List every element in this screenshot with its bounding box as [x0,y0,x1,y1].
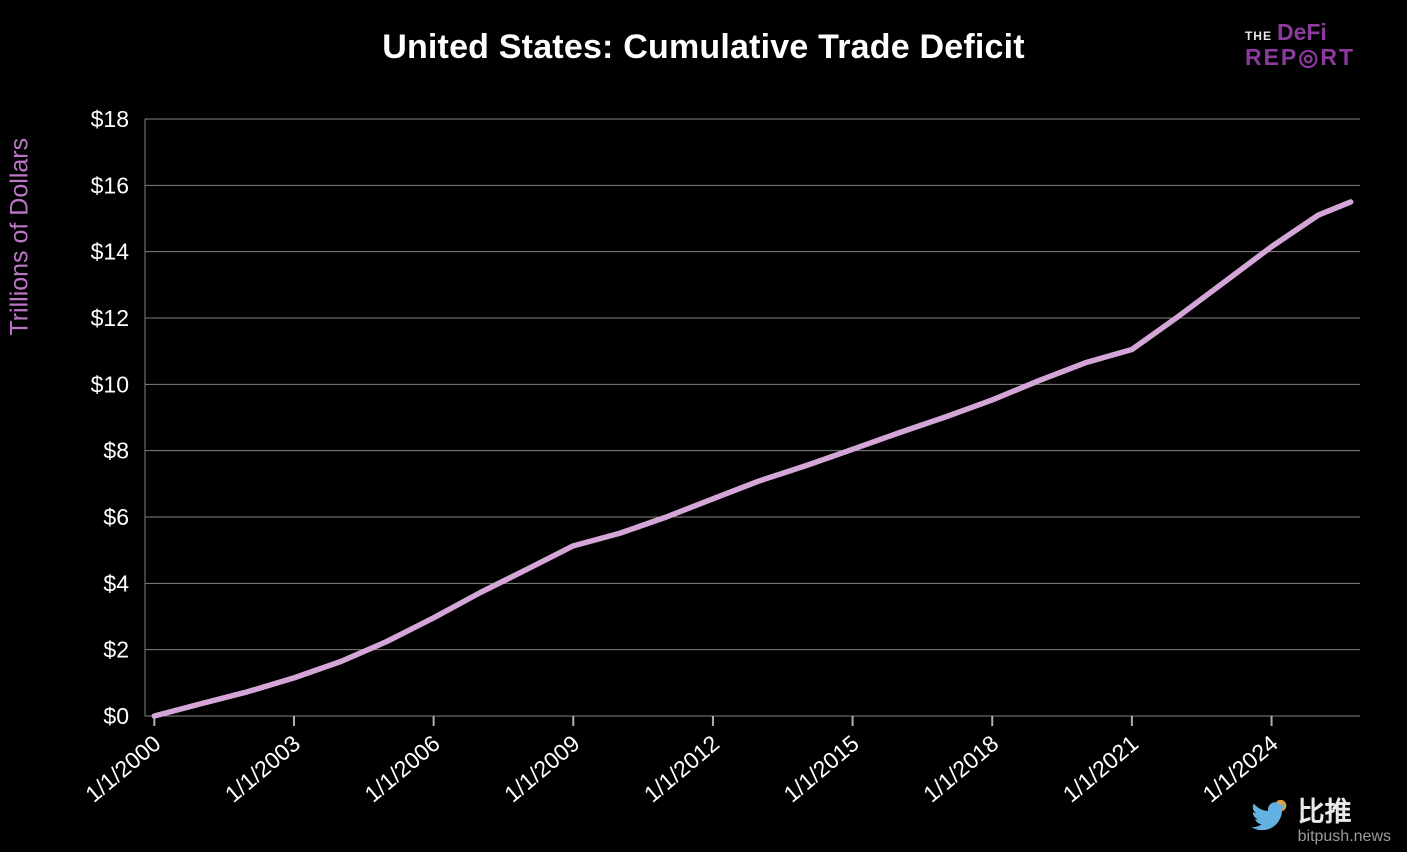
svg-text:$8: $8 [103,438,129,464]
svg-text:$2: $2 [103,637,129,663]
svg-text:1/1/2015: 1/1/2015 [779,730,864,807]
svg-text:$14: $14 [91,239,130,265]
svg-text:$4: $4 [103,570,129,596]
svg-text:$16: $16 [91,172,129,198]
bitpush-bird-icon [1250,799,1286,830]
svg-text:$6: $6 [103,504,129,530]
svg-text:1/1/2018: 1/1/2018 [918,730,1003,807]
svg-text:1/1/2003: 1/1/2003 [220,730,305,807]
svg-text:$0: $0 [103,703,129,729]
svg-text:1/1/2000: 1/1/2000 [80,730,165,807]
logo-line-1: THE DeFi [1244,20,1327,44]
bitpush-domain: bitpush.news [1297,828,1391,845]
defi-report-logo: THE DeFi REP◎RT [1245,20,1355,69]
bitpush-name: 比推 [1297,796,1352,827]
x-axis-ticks [153,716,1273,726]
svg-text:1/1/2009: 1/1/2009 [499,730,584,807]
gridlines [145,118,1360,717]
bitpush-watermark: 比推 bitpush.news [1246,796,1391,846]
logo-the: THE [1244,29,1272,43]
y-axis-labels: $0 $2 $4 $6 $8 $10 $12 $14 $16 $18 [91,106,130,729]
chart-title: United States: Cumulative Trade Deficit [382,28,1025,66]
svg-text:1/1/2012: 1/1/2012 [639,730,724,807]
svg-text:1/1/2006: 1/1/2006 [360,730,445,807]
svg-text:$18: $18 [91,106,129,132]
svg-text:1/1/2021: 1/1/2021 [1058,730,1143,807]
svg-text:1/1/2024: 1/1/2024 [1197,730,1282,808]
x-axis-labels: 1/1/2000 1/1/2003 1/1/2006 1/1/2009 1/1/2012… [80,730,1283,808]
svg-text:$10: $10 [91,371,129,397]
svg-text:$12: $12 [91,305,129,331]
deficit-line [151,199,1354,719]
logo-report: REP◎RT [1244,43,1355,70]
bitpush-watermark-text: 比推 bitpush.news [1297,796,1391,846]
logo-defi: DeFi [1276,19,1327,45]
